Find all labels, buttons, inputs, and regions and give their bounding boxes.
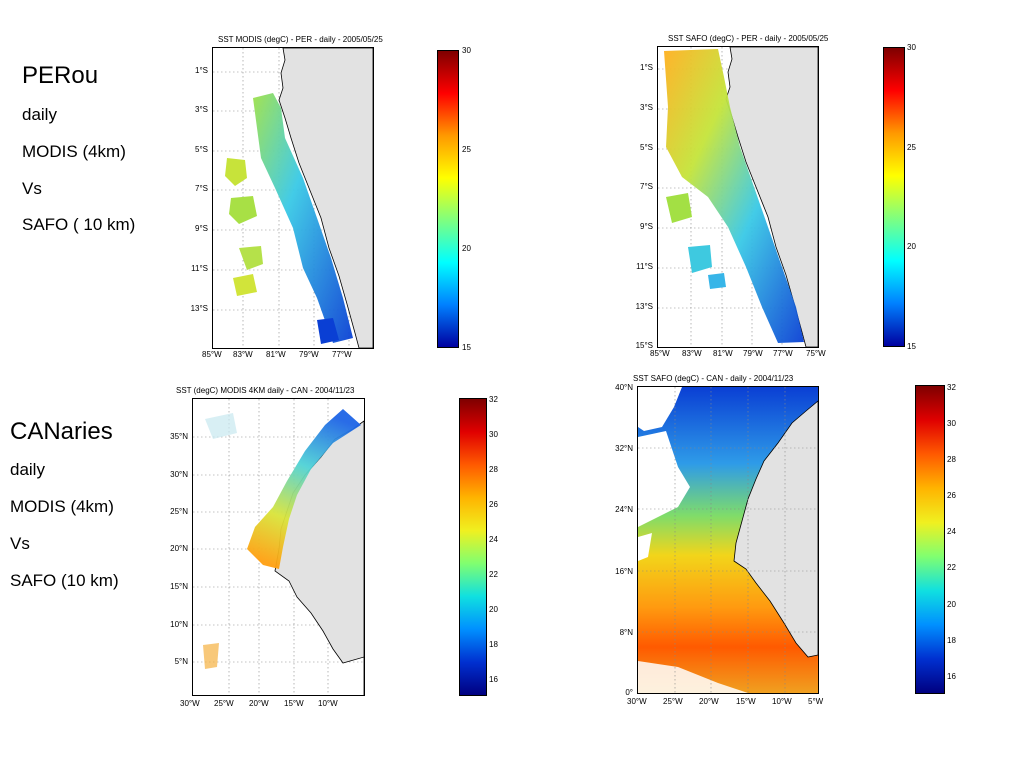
lon-tick: 75°W <box>806 349 826 358</box>
colorbar-tick: 25 <box>907 143 916 152</box>
lon-tick: 81°W <box>266 350 286 359</box>
colorbar-tick: 25 <box>462 145 471 154</box>
lat-tick: 3°S <box>195 105 208 114</box>
lat-tick: 24°N <box>615 505 633 514</box>
colorbar-tick: 20 <box>462 244 471 253</box>
colorbar-tick: 30 <box>489 430 498 439</box>
lon-tick: 25°W <box>663 697 683 706</box>
lat-tick: 1°S <box>195 66 208 75</box>
lat-tick: 0° <box>625 688 633 697</box>
colorbar-tick: 24 <box>947 527 956 536</box>
canary-frequency-label: daily <box>10 460 45 479</box>
lat-tick: 25°N <box>170 507 188 516</box>
colorbar-tick: 18 <box>947 636 956 645</box>
canary-modis-colorbar <box>459 398 487 696</box>
lat-tick: 16°N <box>615 567 633 576</box>
lon-tick: 79°W <box>299 350 319 359</box>
canary-modis-title: SST (degC) MODIS 4KM daily - CAN - 2004/… <box>176 386 355 395</box>
canary-safo-map <box>637 386 819 694</box>
lon-tick: 10°W <box>772 697 792 706</box>
lat-tick: 15°N <box>170 582 188 591</box>
peru-safo-title: SST SAFO (degC) - PER - daily - 2005/05/… <box>668 34 829 43</box>
peru-safo-colorbar <box>883 47 905 347</box>
colorbar-tick: 20 <box>947 600 956 609</box>
canary-sensor2-label: SAFO (10 km) <box>10 571 119 590</box>
colorbar-tick: 20 <box>907 242 916 251</box>
colorbar-tick: 30 <box>947 419 956 428</box>
lon-tick: 85°W <box>650 349 670 358</box>
lat-tick: 3°S <box>640 103 653 112</box>
lat-tick: 13°S <box>635 302 653 311</box>
lon-tick: 79°W <box>743 349 763 358</box>
peru-vs-label: Vs <box>22 179 42 198</box>
peru-region-label: PERou <box>22 62 99 89</box>
canary-modis-map <box>192 398 365 696</box>
canary-region-label: CANaries <box>10 418 113 445</box>
lon-tick: 85°W <box>202 350 222 359</box>
lat-tick: 35°N <box>170 432 188 441</box>
colorbar-tick: 30 <box>462 46 471 55</box>
lon-tick: 77°W <box>773 349 793 358</box>
lat-tick: 9°S <box>195 224 208 233</box>
colorbar-tick: 30 <box>907 43 916 52</box>
peru-modis-colorbar <box>437 50 459 348</box>
lat-tick: 7°S <box>195 184 208 193</box>
colorbar-tick: 24 <box>489 535 498 544</box>
lon-tick: 81°W <box>713 349 733 358</box>
lat-tick: 40°N <box>615 383 633 392</box>
lat-tick: 5°N <box>174 657 188 666</box>
peru-safo-map <box>657 46 819 348</box>
lon-tick: 30°W <box>627 697 647 706</box>
peru-modis-title: SST MODIS (degC) - PER - daily - 2005/05… <box>218 35 383 44</box>
colorbar-tick: 28 <box>489 465 498 474</box>
lat-tick: 9°S <box>640 222 653 231</box>
canary-vs-label: Vs <box>10 534 30 553</box>
lon-tick: 15°W <box>736 697 756 706</box>
lat-tick: 32°N <box>615 444 633 453</box>
lat-tick: 15°S <box>635 341 653 350</box>
colorbar-tick: 18 <box>489 640 498 649</box>
colorbar-tick: 32 <box>947 383 956 392</box>
peru-frequency-label: daily <box>22 105 57 124</box>
colorbar-tick: 15 <box>462 343 471 352</box>
colorbar-tick: 26 <box>947 491 956 500</box>
lon-tick: 77°W <box>332 350 352 359</box>
colorbar-tick: 22 <box>489 570 498 579</box>
colorbar-tick: 22 <box>947 563 956 572</box>
lon-tick: 20°W <box>699 697 719 706</box>
lon-tick: 83°W <box>682 349 702 358</box>
colorbar-tick: 16 <box>489 675 498 684</box>
lon-tick: 83°W <box>233 350 253 359</box>
lon-tick: 15°W <box>284 699 304 708</box>
peru-sensor1-label: MODIS (4km) <box>22 142 126 161</box>
lat-tick: 1°S <box>640 63 653 72</box>
lat-tick: 30°N <box>170 470 188 479</box>
canary-sensor1-label: MODIS (4km) <box>10 497 114 516</box>
peru-sensor2-label: SAFO ( 10 km) <box>22 215 136 234</box>
lon-tick: 30°W <box>180 699 200 708</box>
canary-safo-colorbar <box>915 385 945 694</box>
lat-tick: 7°S <box>640 182 653 191</box>
canary-safo-title: SST SAFO (degC) - CAN - daily - 2004/11/… <box>633 374 794 383</box>
colorbar-tick: 16 <box>947 672 956 681</box>
lon-tick: 5°W <box>808 697 824 706</box>
peru-modis-map <box>212 47 374 349</box>
colorbar-tick: 32 <box>489 395 498 404</box>
lat-tick: 5°S <box>640 143 653 152</box>
lon-tick: 10°W <box>318 699 338 708</box>
lat-tick: 11°S <box>191 264 208 273</box>
colorbar-tick: 28 <box>947 455 956 464</box>
lat-tick: 5°S <box>195 145 208 154</box>
lat-tick: 20°N <box>170 544 188 553</box>
colorbar-tick: 26 <box>489 500 498 509</box>
lon-tick: 25°W <box>214 699 234 708</box>
lat-tick: 10°N <box>170 620 188 629</box>
colorbar-tick: 15 <box>907 342 916 351</box>
lat-tick: 11°S <box>636 262 653 271</box>
lon-tick: 20°W <box>249 699 269 708</box>
colorbar-tick: 20 <box>489 605 498 614</box>
lat-tick: 13°S <box>190 304 208 313</box>
lat-tick: 8°N <box>619 628 633 637</box>
